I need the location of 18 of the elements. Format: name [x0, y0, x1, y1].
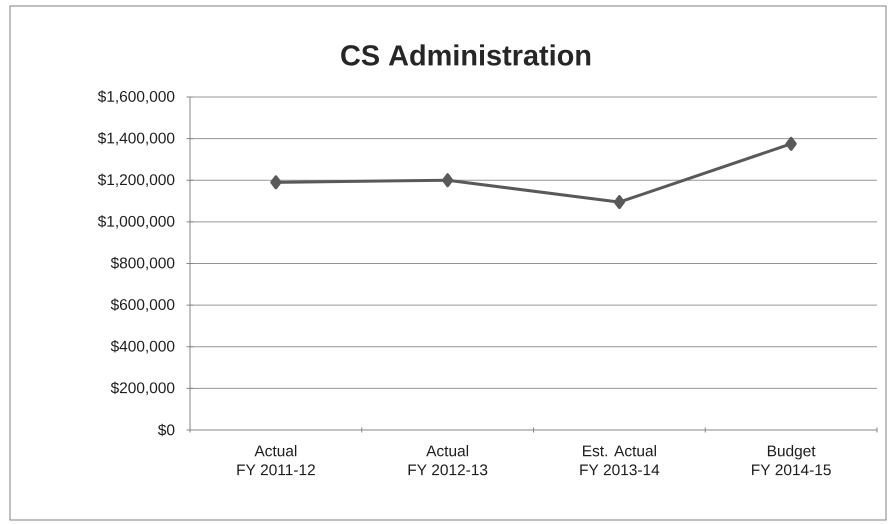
- y-tick-label: $0: [158, 424, 174, 436]
- y-tick-label: $800,000: [110, 256, 174, 270]
- x-tick-label: Est. Actual FY 2013-14: [580, 445, 660, 476]
- y-tick-label: $200,000: [110, 382, 174, 396]
- point: [270, 175, 282, 190]
- x-tick-label: Budget FY 2014-15: [752, 445, 831, 476]
- y-tick-label: $400,000: [110, 340, 174, 354]
- y-tick-label: $1,200,000: [98, 174, 174, 187]
- y-tick-label: $1,400,000: [98, 132, 174, 146]
- y-tick-label: $1,600,000: [98, 90, 174, 104]
- x-tick-label: Actual FY 2012-13: [408, 445, 488, 476]
- y-tick-label: $600,000: [110, 298, 174, 312]
- point: [786, 136, 797, 151]
- point: [614, 195, 626, 210]
- x-tick-label: Actual FY 2011-12: [237, 445, 315, 476]
- point: [442, 173, 454, 188]
- y-tick-label: $1,000,000: [98, 215, 174, 229]
- chart-title: CS Administration: [341, 44, 590, 66]
